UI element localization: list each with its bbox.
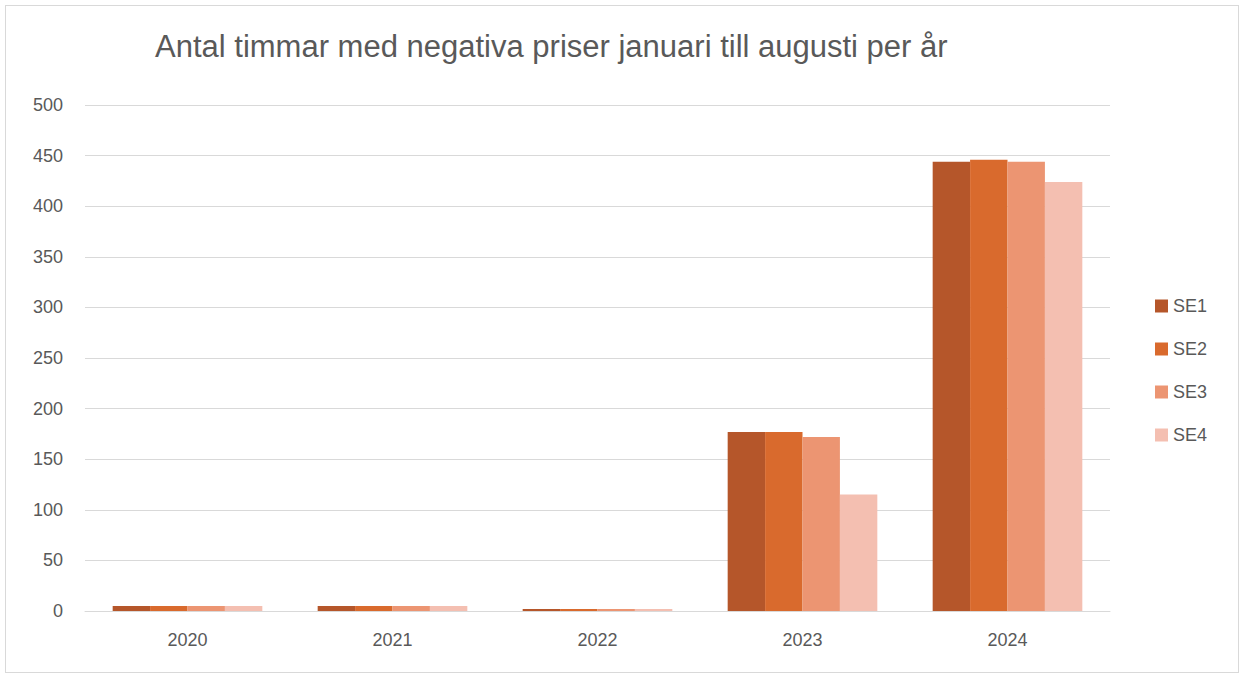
svg-text:100: 100 — [33, 500, 63, 520]
svg-text:2023: 2023 — [782, 630, 822, 650]
svg-text:200: 200 — [33, 399, 63, 419]
svg-text:400: 400 — [33, 196, 63, 216]
svg-text:2020: 2020 — [167, 630, 207, 650]
svg-text:SE3: SE3 — [1173, 382, 1207, 402]
svg-text:450: 450 — [33, 146, 63, 166]
svg-text:150: 150 — [33, 449, 63, 469]
svg-text:50: 50 — [43, 550, 63, 570]
svg-text:SE2: SE2 — [1173, 339, 1207, 359]
svg-text:SE1: SE1 — [1173, 296, 1207, 316]
svg-text:0: 0 — [53, 601, 63, 621]
svg-text:350: 350 — [33, 247, 63, 267]
svg-text:2021: 2021 — [372, 630, 412, 650]
svg-text:SE4: SE4 — [1173, 425, 1207, 445]
svg-text:2022: 2022 — [577, 630, 617, 650]
svg-text:300: 300 — [33, 297, 63, 317]
svg-text:250: 250 — [33, 348, 63, 368]
svg-text:Antal timmar med negativa pris: Antal timmar med negativa priser januari… — [155, 29, 948, 64]
svg-text:500: 500 — [33, 95, 63, 115]
svg-text:2024: 2024 — [987, 630, 1027, 650]
